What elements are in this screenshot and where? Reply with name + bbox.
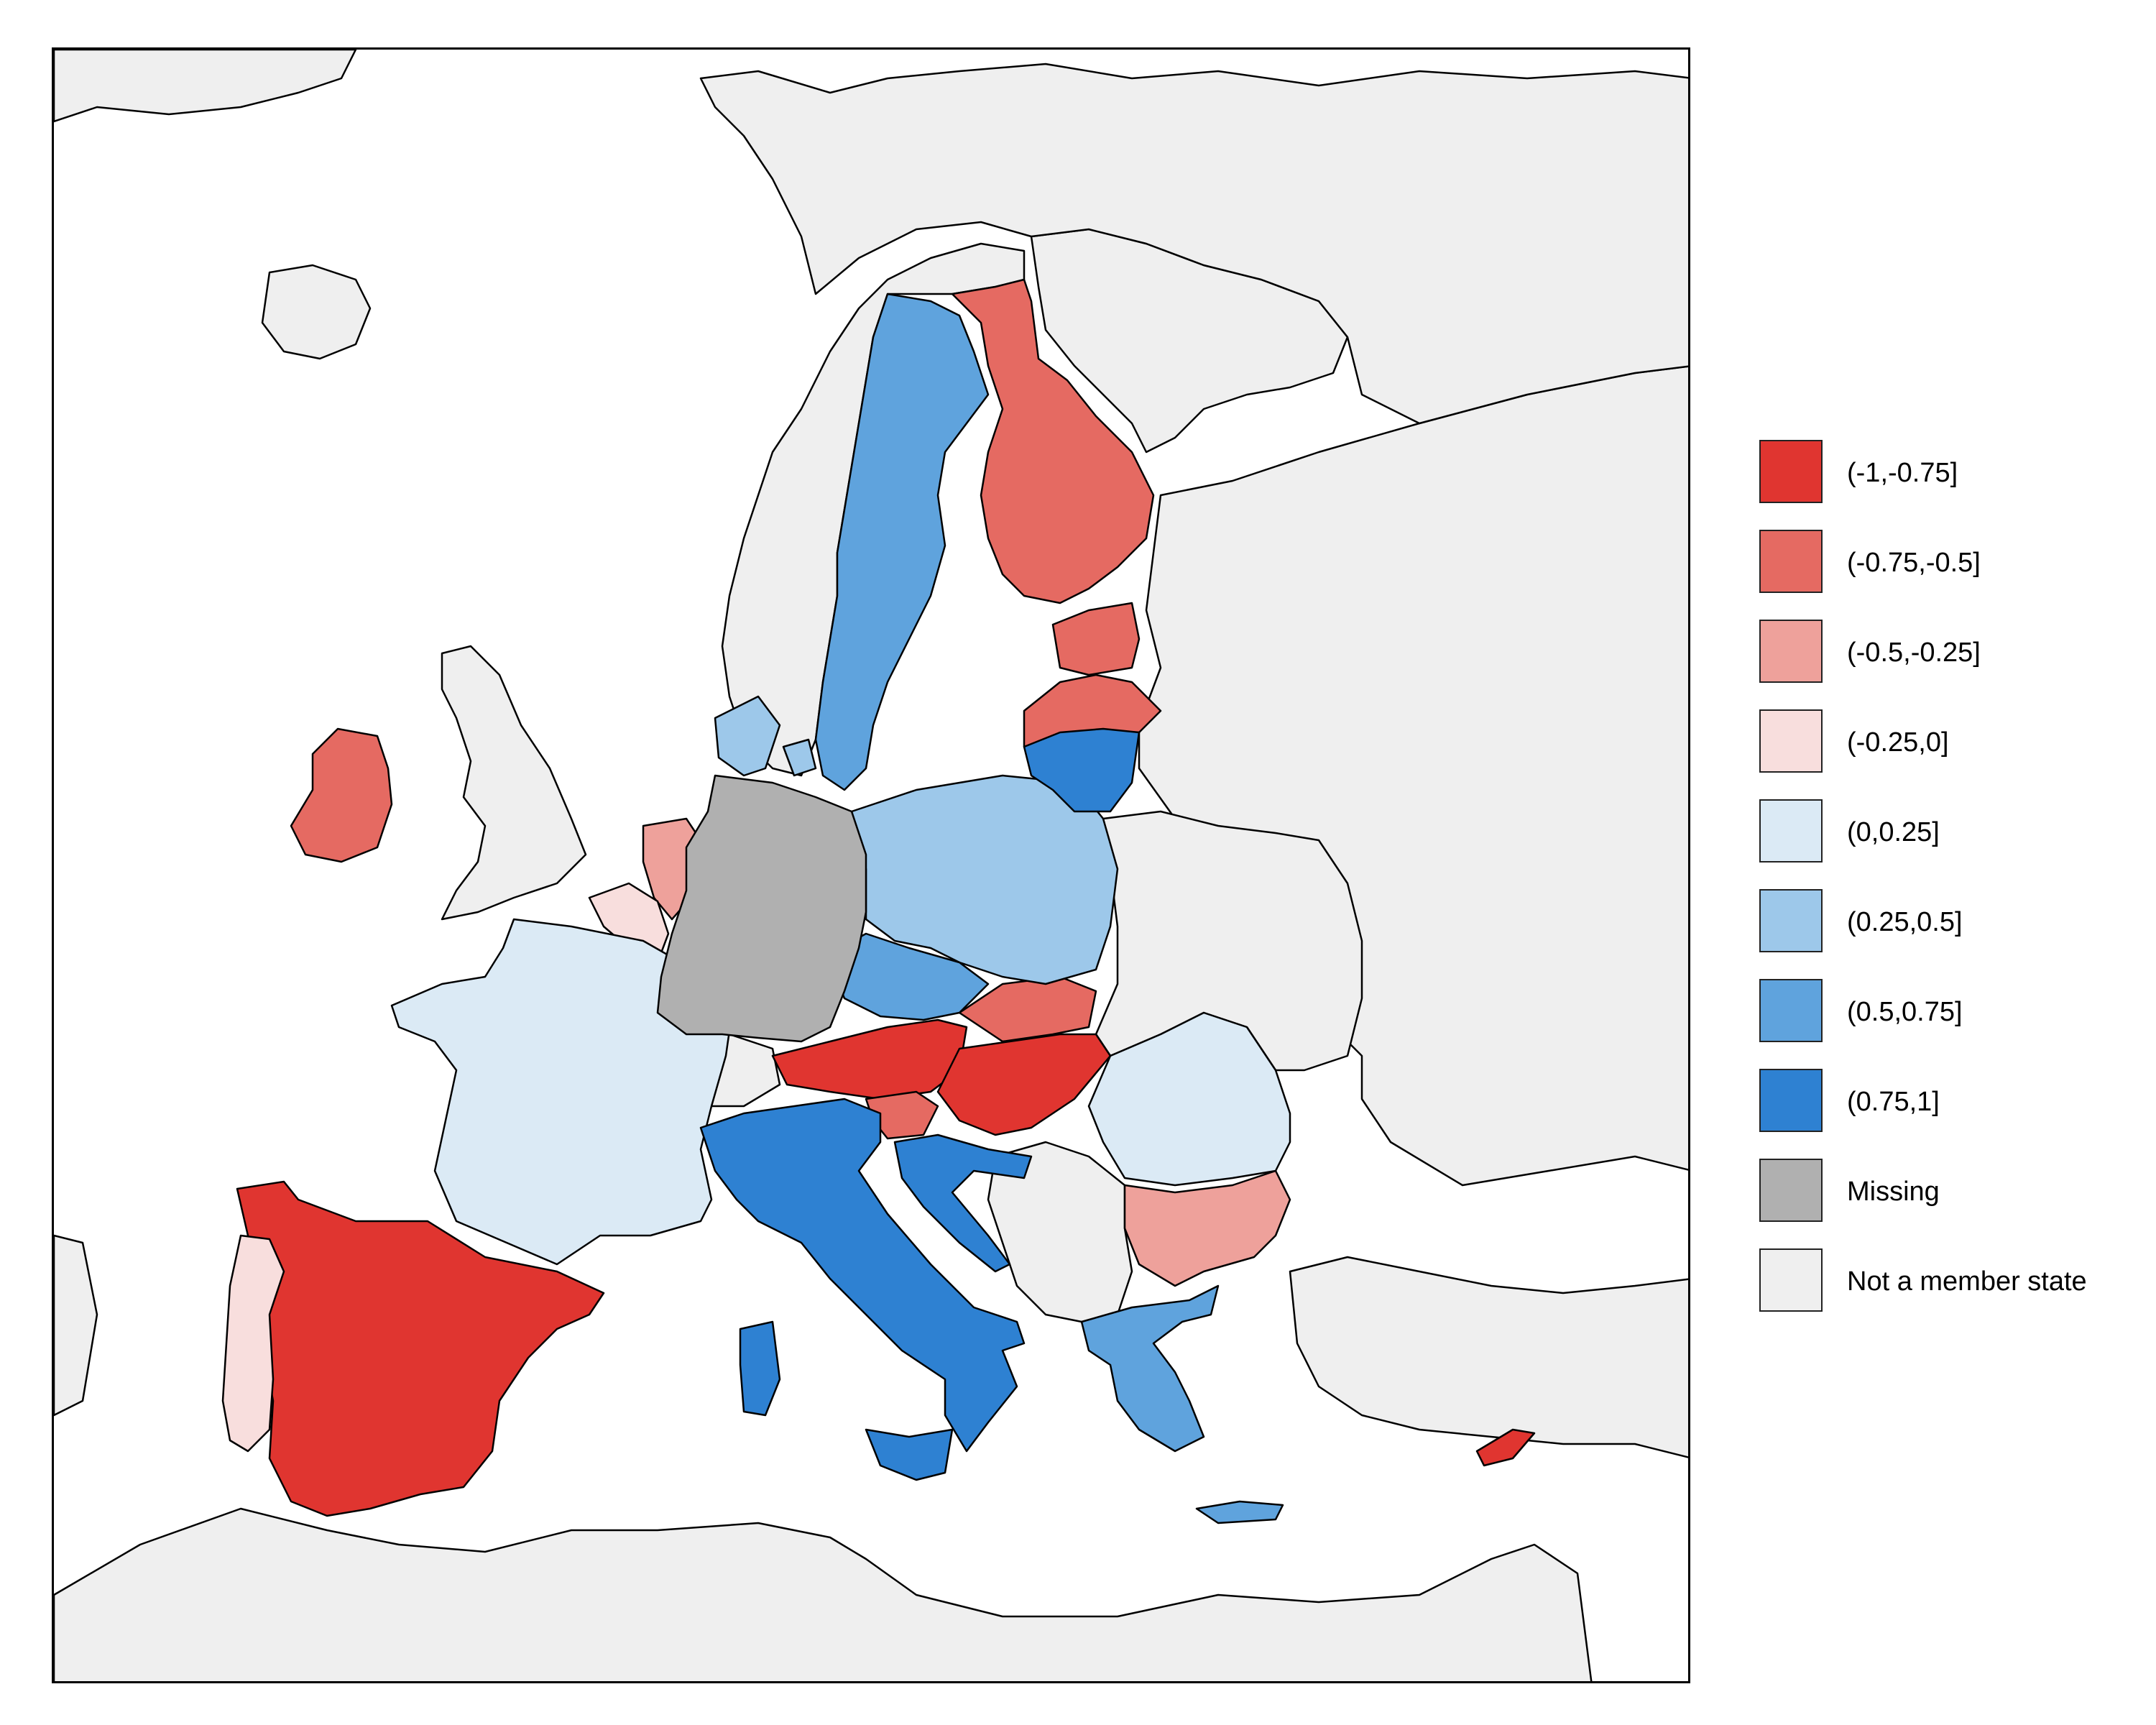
legend-label: (-1,-0.75]: [1847, 458, 1958, 488]
non-member-region: [1095, 810, 1363, 1072]
non-member-region: [1289, 1256, 1688, 1458]
country-shape-denmark[interactable]: [782, 738, 817, 777]
legend-item: (0.5,0.75]: [1759, 979, 2133, 1045]
country-finland[interactable]: [951, 278, 1155, 604]
country-shape-lithuania[interactable]: [1023, 727, 1141, 813]
non-member-region: [54, 1234, 98, 1417]
country-greece[interactable]: [1080, 1284, 1284, 1524]
country-shape-finland[interactable]: [951, 278, 1155, 604]
country-shape-germany[interactable]: [656, 774, 867, 1043]
country-shape-estonia[interactable]: [1051, 602, 1141, 676]
non-member-countries: [54, 50, 1688, 1681]
country-sweden[interactable]: [814, 293, 990, 791]
legend-swatch: [1759, 799, 1823, 862]
country-shape-greece[interactable]: [1080, 1284, 1220, 1453]
europe-map: [54, 50, 1688, 1681]
non-member-region: [261, 264, 372, 360]
country-shape-italy[interactable]: [699, 1098, 1026, 1453]
legend-label: Not a member state: [1847, 1266, 2087, 1297]
map-frame: [52, 47, 1690, 1683]
country-denmark[interactable]: [714, 695, 817, 777]
country-germany[interactable]: [656, 774, 867, 1043]
country-ireland[interactable]: [290, 727, 393, 863]
country-estonia[interactable]: [1051, 602, 1141, 676]
legend-item: Not a member state: [1759, 1248, 2133, 1315]
legend-label: (-0.75,-0.5]: [1847, 548, 1981, 578]
country-shape-italy[interactable]: [739, 1320, 781, 1417]
legend-swatch: [1759, 709, 1823, 773]
non-member-region: [54, 50, 357, 123]
country-lithuania[interactable]: [1023, 727, 1141, 813]
country-slovakia[interactable]: [958, 975, 1097, 1043]
legend-item: (0.75,1]: [1759, 1069, 2133, 1135]
legend-item: (0,0.25]: [1759, 799, 2133, 865]
country-shape-czechia[interactable]: [825, 932, 990, 1021]
non-member-region: [441, 645, 587, 921]
country-shape-croatia[interactable]: [893, 1133, 1033, 1273]
country-shape-sweden[interactable]: [814, 293, 990, 791]
legend-item: (-0.25,0]: [1759, 709, 2133, 776]
country-hungary[interactable]: [936, 1033, 1112, 1136]
legend-label: (0.25,0.5]: [1847, 907, 1963, 937]
legend-item: (-0.5,-0.25]: [1759, 620, 2133, 686]
legend-item: (0.25,0.5]: [1759, 889, 2133, 955]
legend-swatch: [1759, 889, 1823, 952]
legend-item: Missing: [1759, 1159, 2133, 1225]
legend-label: (0.75,1]: [1847, 1087, 1940, 1117]
legend-swatch: [1759, 530, 1823, 593]
non-member-region: [699, 63, 1688, 425]
legend-label: (-0.25,0]: [1847, 727, 1949, 758]
country-shape-bulgaria[interactable]: [1123, 1169, 1291, 1287]
country-shape-cyprus[interactable]: [1475, 1428, 1536, 1467]
country-shape-portugal[interactable]: [221, 1234, 285, 1453]
country-belgium[interactable]: [588, 882, 670, 964]
country-romania[interactable]: [1087, 1011, 1291, 1187]
country-italy[interactable]: [699, 1098, 1026, 1481]
legend-item: (-0.75,-0.5]: [1759, 530, 2133, 596]
legend-swatch: [1759, 1159, 1823, 1222]
country-cyprus[interactable]: [1475, 1428, 1536, 1467]
country-shape-belgium[interactable]: [588, 882, 670, 964]
legend-item: (-1,-0.75]: [1759, 440, 2133, 506]
country-shape-denmark[interactable]: [714, 695, 781, 777]
legend-label: Missing: [1847, 1177, 1940, 1207]
country-shape-ireland[interactable]: [290, 727, 393, 863]
legend-swatch: [1759, 620, 1823, 683]
country-portugal[interactable]: [221, 1234, 285, 1453]
legend-label: (-0.5,-0.25]: [1847, 638, 1981, 668]
member-states: [221, 278, 1536, 1524]
legend-label: (0,0.25]: [1847, 817, 1940, 847]
legend-swatch: [1759, 1248, 1823, 1312]
country-shape-hungary[interactable]: [936, 1033, 1112, 1136]
country-shape-greece[interactable]: [1195, 1500, 1284, 1524]
legend-label: (0.5,0.75]: [1847, 997, 1963, 1027]
country-shape-romania[interactable]: [1087, 1011, 1291, 1187]
country-shape-italy[interactable]: [865, 1428, 954, 1481]
country-czechia[interactable]: [825, 932, 990, 1021]
legend-swatch: [1759, 979, 1823, 1042]
legend-swatch: [1759, 1069, 1823, 1132]
country-shape-slovakia[interactable]: [958, 975, 1097, 1043]
non-member-region: [54, 1507, 1593, 1681]
legend-swatch: [1759, 440, 1823, 503]
country-croatia[interactable]: [893, 1133, 1033, 1273]
country-bulgaria[interactable]: [1123, 1169, 1291, 1287]
